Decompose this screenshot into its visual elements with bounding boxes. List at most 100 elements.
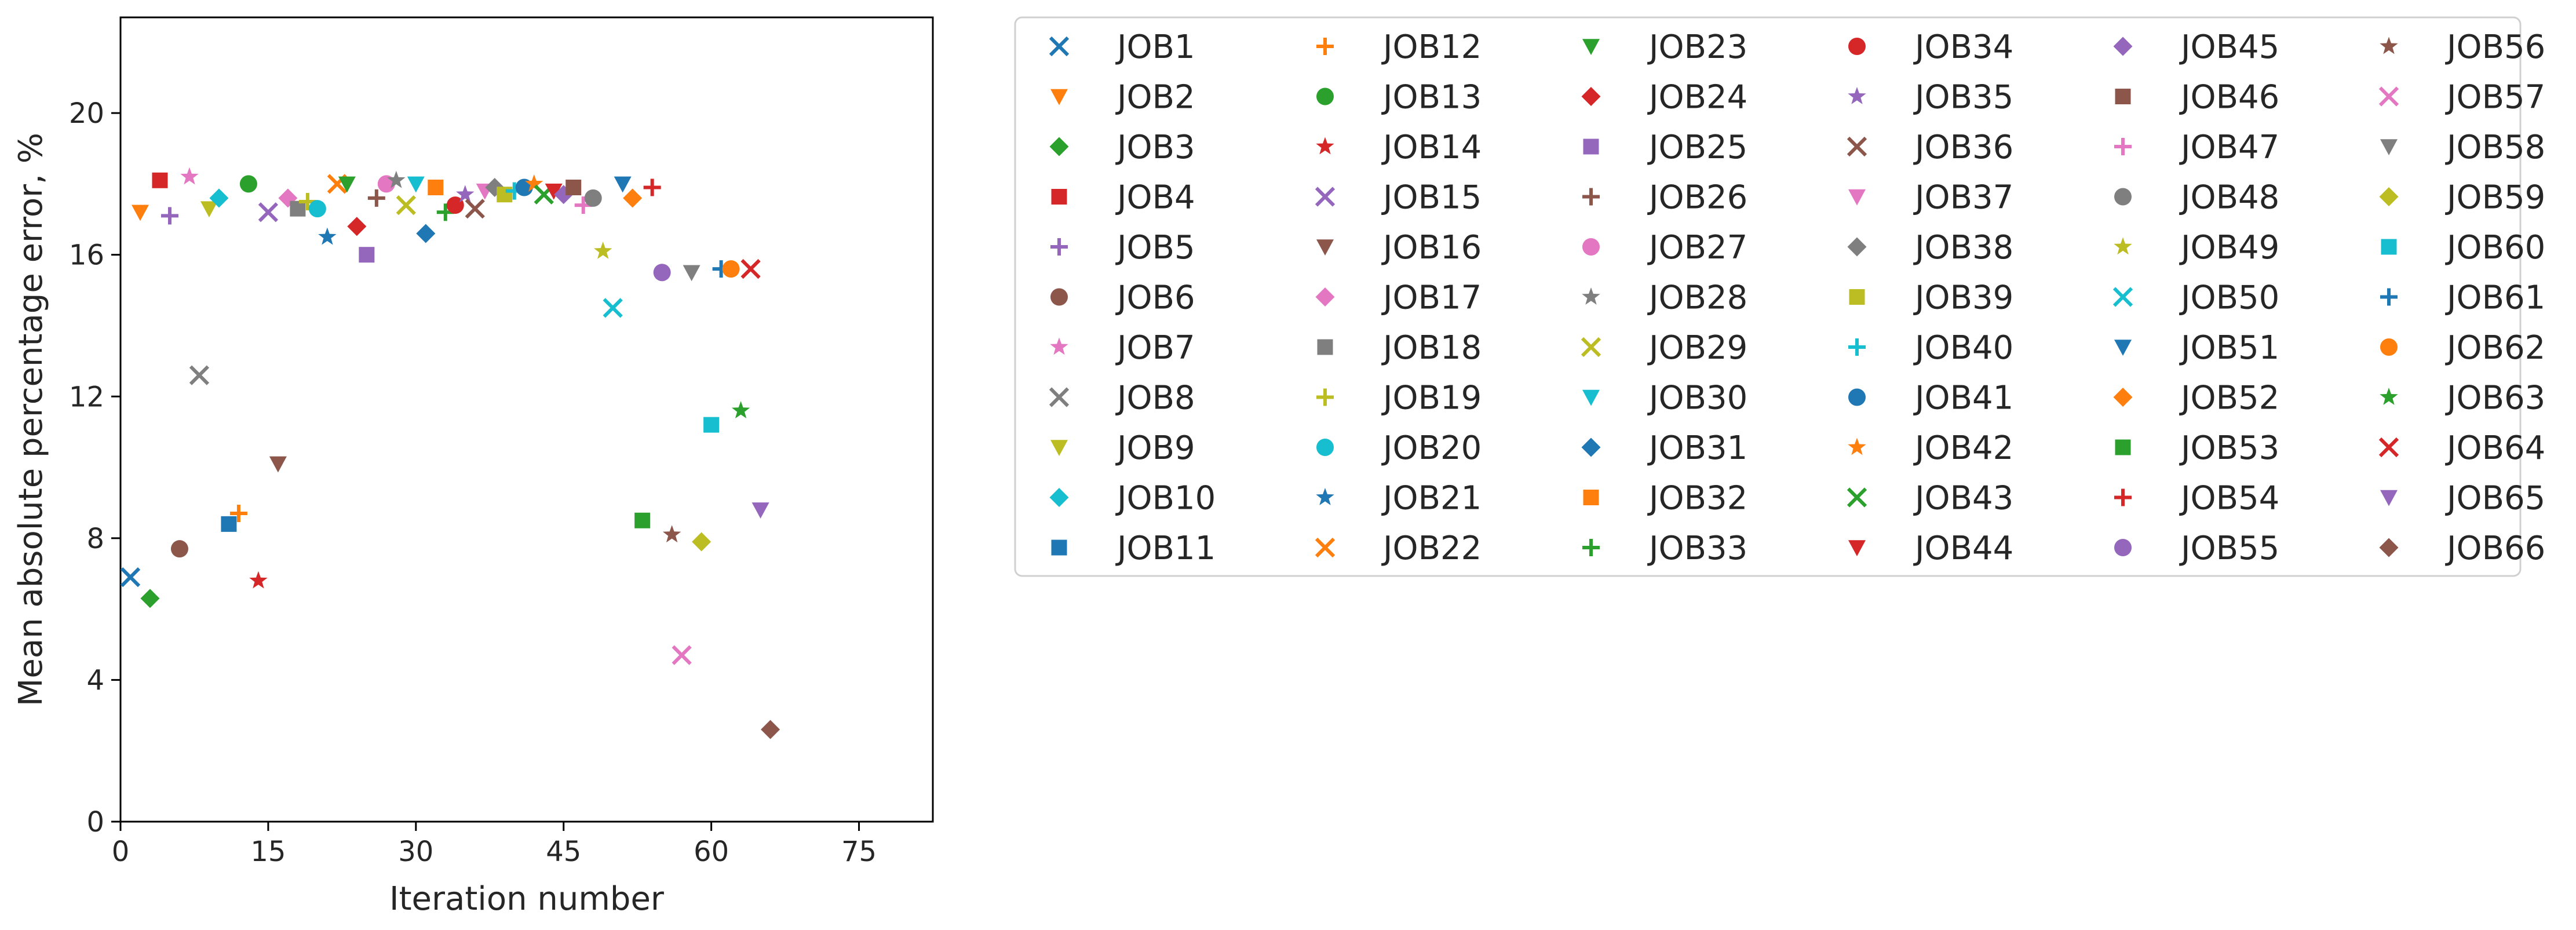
legend-label-job43: JOB43	[1913, 480, 2013, 517]
y-tick-label: 20	[69, 97, 104, 130]
point-job7	[180, 167, 199, 185]
legend-item-job47: JOB47	[2114, 129, 2279, 166]
legend-item-job66: JOB66	[2379, 530, 2545, 567]
legend-item-job39: JOB39	[1849, 279, 2013, 317]
point-job49	[594, 242, 612, 259]
legend-marker-job63	[2380, 388, 2398, 405]
point-job13	[239, 175, 257, 193]
legend-label-job5: JOB5	[1115, 229, 1195, 267]
point-job16	[269, 456, 287, 473]
legend-marker-job48	[2114, 188, 2132, 206]
legend-marker-job57	[2378, 86, 2399, 107]
y-axis-ticks: 0 4 8 12 16 20	[69, 97, 121, 838]
y-tick-label: 16	[69, 239, 104, 272]
legend-marker-job38	[1847, 237, 1867, 257]
legend-marker-job54	[2114, 488, 2132, 506]
legend-item-job3: JOB3	[1049, 129, 1195, 166]
legend-item-job27: JOB27	[1582, 229, 1747, 267]
legend-label-job9: JOB9	[1115, 429, 1195, 467]
legend-marker-job58	[2380, 139, 2398, 155]
legend-label-job20: JOB20	[1381, 429, 1482, 467]
point-job65	[751, 502, 769, 519]
point-job39	[497, 187, 513, 203]
legend-item-job16: JOB16	[1316, 229, 1482, 267]
legend-item-job18: JOB18	[1317, 329, 1482, 367]
point-job42	[525, 174, 543, 192]
legend-label-job33: JOB33	[1647, 530, 1747, 567]
legend-marker-job27	[1582, 238, 1600, 256]
legend-marker-job25	[1583, 138, 1599, 155]
legend-marker-job32	[1583, 490, 1599, 505]
legend-item-job40: JOB40	[1848, 329, 2013, 367]
legend-item-job41: JOB41	[1848, 380, 2013, 417]
legend-label-job49: JOB49	[2179, 229, 2279, 267]
point-job1	[120, 567, 141, 588]
legend-item-job61: JOB61	[2380, 279, 2545, 317]
legend-label-job34: JOB34	[1913, 28, 2013, 66]
legend-marker-job28	[1582, 287, 1600, 305]
legend-label-job45: JOB45	[2179, 28, 2279, 66]
legend-item-job8: JOB8	[1049, 380, 1195, 417]
legend-marker-job13	[1316, 87, 1334, 105]
legend-item-job11: JOB11	[1051, 530, 1216, 567]
legend-label-job56: JOB56	[2445, 28, 2545, 66]
legend-marker-job45	[2113, 37, 2133, 56]
legend-marker-job4	[1051, 189, 1067, 205]
legend-marker-job19	[1316, 388, 1334, 406]
legend-item-job32: JOB32	[1583, 480, 1747, 517]
y-tick-label: 8	[86, 523, 104, 555]
point-job21	[318, 227, 337, 245]
legend-item-job15: JOB15	[1315, 179, 1482, 217]
x-tick-label: 15	[250, 836, 286, 868]
point-job9	[200, 201, 218, 218]
legend-item-job36: JOB36	[1847, 129, 2013, 166]
legend-marker-job52	[2113, 388, 2133, 407]
legend-label-job6: JOB6	[1115, 279, 1195, 317]
legend-frame	[1014, 16, 2522, 577]
legend-label-job41: JOB41	[1913, 380, 2013, 417]
legend-marker-job47	[2114, 138, 2132, 155]
legend-item-job2: JOB2	[1050, 79, 1195, 116]
legend-label-job18: JOB18	[1381, 329, 1482, 367]
legend-item-job10: JOB10	[1049, 480, 1216, 517]
legend-item-job50: JOB50	[2112, 279, 2279, 317]
legend-item-job4: JOB4	[1051, 179, 1195, 217]
legend-marker-job35	[1848, 87, 1866, 104]
legend-marker-job10	[1049, 488, 1069, 507]
legend-label-job12: JOB12	[1381, 28, 1482, 66]
legend-marker-job65	[2380, 490, 2398, 506]
legend-item-job35: JOB35	[1848, 79, 2013, 116]
legend-label-job31: JOB31	[1647, 429, 1747, 467]
legend-items: JOB1 JOB2 JOB3 JOB4 JOB5 JOB6 JOB7 JOB8 JOB9 JOB1…	[1049, 28, 2545, 567]
legend-item-job20: JOB20	[1316, 429, 1482, 467]
legend-item-job38: JOB38	[1847, 229, 2013, 267]
legend-marker-job42	[1848, 437, 1866, 455]
point-job52	[623, 188, 643, 208]
legend-item-job54: JOB54	[2114, 480, 2279, 517]
legend-marker-job15	[1315, 187, 1336, 207]
legend-label-job1: JOB1	[1115, 28, 1195, 66]
legend-marker-job40	[1848, 338, 1866, 356]
plot-area	[119, 16, 934, 823]
point-job18	[290, 200, 306, 217]
legend-label-job46: JOB46	[2179, 79, 2279, 116]
legend-label-job32: JOB32	[1647, 480, 1747, 517]
legend-marker-job56	[2380, 37, 2398, 54]
legend-label-job16: JOB16	[1381, 229, 1482, 267]
legend-item-job34: JOB34	[1848, 28, 2013, 66]
x-tick-label: 75	[841, 836, 877, 868]
legend-marker-job61	[2380, 288, 2398, 306]
x-tick-label: 60	[694, 836, 729, 868]
legend-marker-job12	[1316, 38, 1334, 55]
point-job6	[170, 540, 188, 558]
legend-item-job14: JOB14	[1316, 129, 1482, 166]
legend-label-job47: JOB47	[2179, 129, 2279, 166]
legend-marker-job34	[1848, 38, 1866, 55]
legend-label-job35: JOB35	[1913, 79, 2013, 116]
point-job36	[465, 199, 485, 219]
legend-item-job49: JOB49	[2114, 229, 2279, 267]
legend-item-job23: JOB23	[1582, 28, 1747, 66]
legend-label-job8: JOB8	[1115, 380, 1195, 417]
legend-item-job60: JOB60	[2381, 229, 2545, 267]
